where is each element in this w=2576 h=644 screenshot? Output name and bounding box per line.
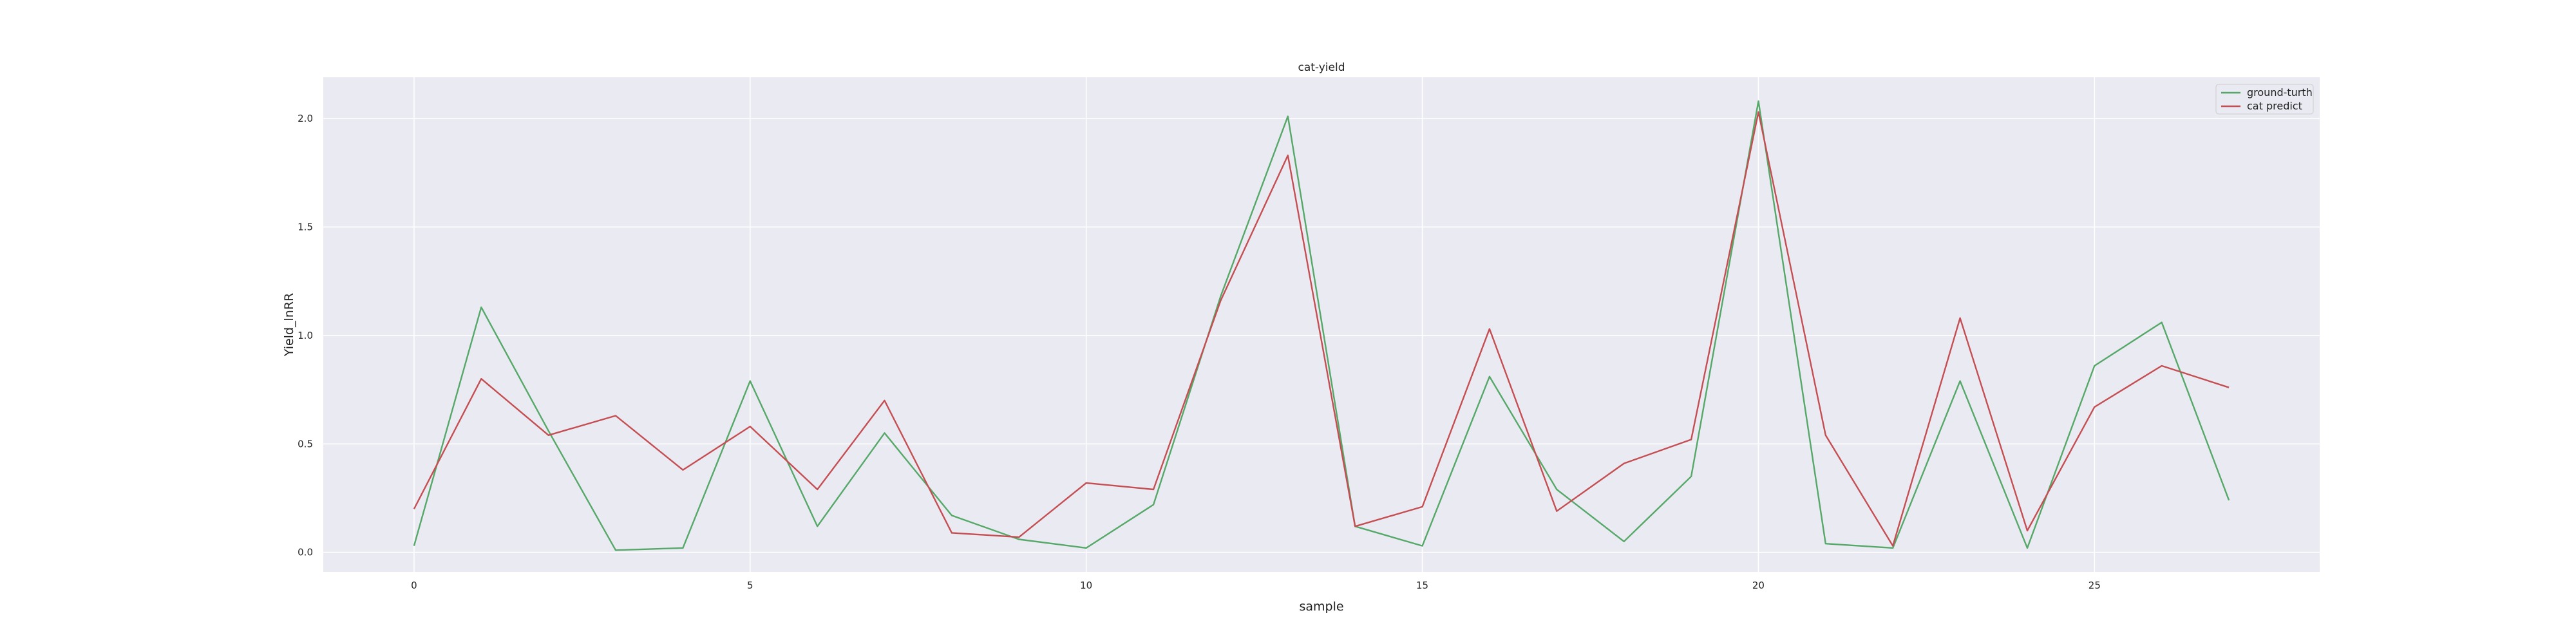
tick-labels: 0 5 10 15 20 25 0.0 0.5 1.0 1.5 2.0 xyxy=(298,113,2101,591)
data-point-ground-turth xyxy=(1287,115,1289,118)
data-point-ground-turth xyxy=(816,525,819,527)
x-axis-label: sample xyxy=(1299,600,1343,614)
data-point-ground-turth xyxy=(951,514,953,516)
data-point-cat-predict xyxy=(1623,462,1625,465)
grid xyxy=(323,77,2320,572)
data-point-cat-predict xyxy=(816,488,819,491)
data-point-cat-predict xyxy=(1555,510,1558,513)
data-point-cat-predict xyxy=(1421,506,1424,508)
chart-title: cat-yield xyxy=(1298,61,1345,74)
data-point-cat-predict xyxy=(480,377,482,380)
data-point-ground-turth xyxy=(1690,475,1692,478)
y-axis-label: Yield_lnRR xyxy=(282,293,296,357)
data-point-ground-turth xyxy=(884,431,886,434)
legend: ground-turth cat predict xyxy=(2215,84,2314,115)
x-tick-label: 5 xyxy=(747,580,753,591)
x-tick-label: 0 xyxy=(411,580,417,591)
x-tick-label: 15 xyxy=(1416,580,1428,591)
data-point-ground-turth xyxy=(2161,321,2163,324)
data-point-cat-predict xyxy=(1085,482,1088,484)
legend-label-cat-predict: cat predict xyxy=(2247,100,2302,112)
data-point-cat-predict xyxy=(1488,328,1491,330)
data-point-ground-turth xyxy=(681,547,684,549)
data-point-cat-predict xyxy=(1219,299,1222,302)
series-lines xyxy=(413,100,2230,551)
data-point-cat-predict xyxy=(681,469,684,471)
series-line-cat-predict xyxy=(413,111,2230,547)
data-point-ground-turth xyxy=(2093,365,2096,367)
data-point-cat-predict xyxy=(1152,488,1155,491)
data-point-ground-turth xyxy=(1959,380,1962,383)
data-point-cat-predict xyxy=(2161,365,2163,367)
data-point-ground-turth xyxy=(1488,375,1491,378)
data-point-cat-predict xyxy=(2093,406,2096,408)
data-point-ground-turth xyxy=(1757,100,1759,102)
data-point-ground-turth xyxy=(547,430,550,432)
data-point-ground-turth xyxy=(1555,488,1558,491)
data-point-ground-turth xyxy=(1623,540,1625,543)
x-tick-label: 10 xyxy=(1080,580,1092,591)
data-point-cat-predict xyxy=(1891,545,1894,547)
data-point-ground-turth xyxy=(614,549,617,551)
data-point-cat-predict xyxy=(1824,434,1827,437)
data-point-cat-predict xyxy=(951,531,953,534)
y-tick-label: 2.0 xyxy=(298,113,313,124)
data-point-ground-turth xyxy=(480,306,482,308)
series-line-ground-turth xyxy=(413,100,2230,551)
y-tick-label: 1.0 xyxy=(298,330,313,341)
data-point-cat-predict xyxy=(884,399,886,402)
data-point-ground-turth xyxy=(1824,542,1827,545)
y-tick-label: 0.0 xyxy=(298,547,313,558)
data-point-cat-predict xyxy=(2026,529,2029,532)
legend-label-ground-truth: ground-turth xyxy=(2247,86,2313,99)
data-point-ground-turth xyxy=(413,545,415,547)
data-point-cat-predict xyxy=(2228,386,2230,389)
data-point-ground-turth xyxy=(1152,504,1155,506)
data-point-ground-turth xyxy=(2026,547,2029,549)
data-point-cat-predict xyxy=(1959,317,1962,319)
data-point-ground-turth xyxy=(1421,545,1424,547)
x-tick-label: 20 xyxy=(1752,580,1765,591)
x-tick-label: 25 xyxy=(2088,580,2101,591)
data-point-cat-predict xyxy=(614,414,617,417)
data-point-cat-predict xyxy=(413,507,415,510)
y-tick-label: 1.5 xyxy=(298,221,313,232)
data-point-cat-predict xyxy=(1354,525,1356,527)
data-point-cat-predict xyxy=(1757,111,1759,113)
data-point-ground-turth xyxy=(749,380,752,383)
data-point-ground-turth xyxy=(2228,499,2230,502)
y-tick-label: 0.5 xyxy=(298,438,313,450)
data-point-cat-predict xyxy=(1690,439,1692,441)
data-point-cat-predict xyxy=(1018,536,1020,538)
data-point-cat-predict xyxy=(749,425,752,428)
data-point-cat-predict xyxy=(547,434,550,437)
data-point-ground-turth xyxy=(1085,547,1088,549)
data-point-cat-predict xyxy=(1287,154,1289,156)
